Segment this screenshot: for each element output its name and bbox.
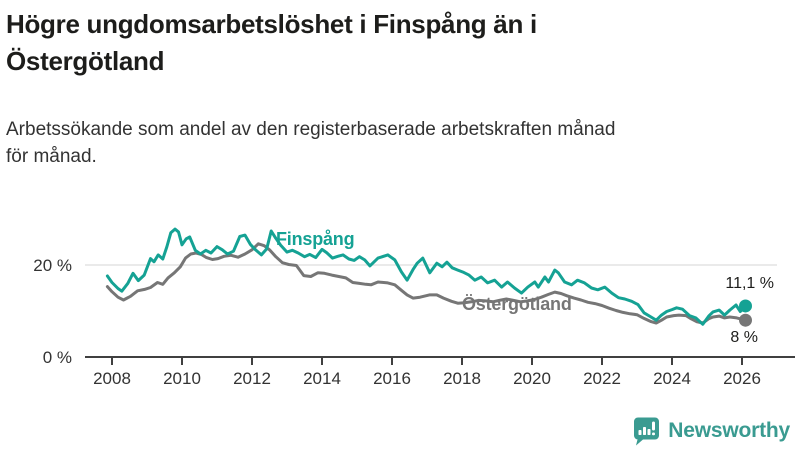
chart-subtitle: Arbetssökande som andel av den registerb… — [6, 116, 786, 170]
x-tick-label: 2014 — [303, 369, 341, 388]
x-tick-label: 2010 — [163, 369, 201, 388]
y-tick-label: 0 % — [43, 348, 72, 367]
end-value-ostergotland: 8 % — [730, 329, 758, 346]
x-tick-label: 2024 — [653, 369, 691, 388]
page-title-line-2: Östergötland — [6, 46, 165, 76]
end-dot-finspng — [739, 299, 752, 313]
page-title-line-1: Högre ungdomsarbetslöshet i Finspång än … — [6, 9, 537, 39]
series-label-finspang: Finspång — [276, 229, 355, 249]
end-value-finspang: 11,1 % — [725, 275, 774, 292]
newsworthy-logo[interactable]: Newsworthy — [633, 415, 790, 447]
x-tick-label: 2008 — [93, 369, 131, 388]
newsworthy-bubble-chart-icon — [634, 417, 660, 445]
y-tick-label: 20 % — [33, 256, 72, 275]
end-dot-stergtland — [739, 313, 752, 327]
chart-subtitle-line-2: för månad. — [6, 146, 97, 167]
page-title: Högre ungdomsarbetslöshet i Finspång än … — [6, 6, 766, 80]
x-tick-label: 2012 — [233, 369, 271, 388]
x-tick-label: 2026 — [723, 369, 761, 388]
series-label-ostergotland: Östergötland — [462, 294, 572, 314]
series-line-finspng — [105, 227, 747, 326]
x-tick-label: 2016 — [373, 369, 411, 388]
chart-subtitle-line-1: Arbetssökande som andel av den registerb… — [6, 119, 616, 140]
newsworthy-logo-text: Newsworthy — [668, 419, 790, 442]
series-line-stergtland — [105, 242, 747, 325]
x-tick-label: 2020 — [513, 369, 551, 388]
x-tick-label: 2018 — [443, 369, 481, 388]
x-tick-label: 2022 — [583, 369, 621, 388]
